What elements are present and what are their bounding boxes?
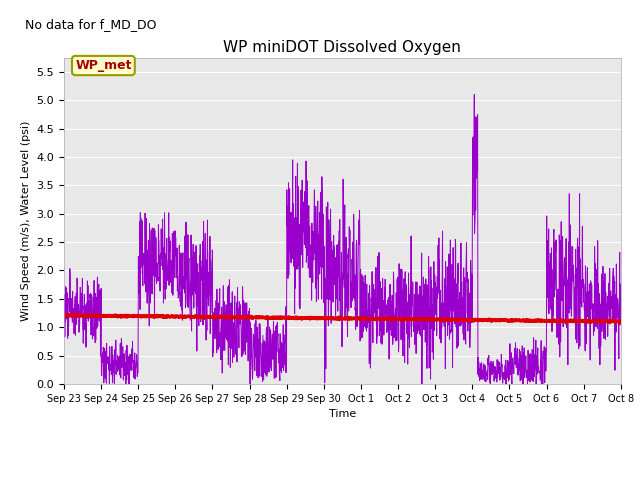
WP_ws <box>617 304 625 310</box>
f_WaterLevel <box>72 312 79 317</box>
f_WaterLevel <box>383 317 391 323</box>
f_WaterLevel <box>474 318 482 324</box>
WP_ws <box>262 330 270 336</box>
Legend: WP_ws, f_WaterLevel: WP_ws, f_WaterLevel <box>225 479 460 480</box>
WP_ws <box>475 371 483 376</box>
Line: WP_ws: WP_ws <box>64 95 621 384</box>
WP_ws <box>470 92 478 97</box>
f_WaterLevel <box>60 312 68 318</box>
f_WaterLevel <box>617 319 625 325</box>
Line: f_WaterLevel: f_WaterLevel <box>64 314 621 322</box>
Title: WP miniDOT Dissolved Oxygen: WP miniDOT Dissolved Oxygen <box>223 40 461 55</box>
f_WaterLevel <box>344 316 352 322</box>
Y-axis label: Wind Speed (m/s), Water Level (psi): Wind Speed (m/s), Water Level (psi) <box>21 120 31 321</box>
WP_ws <box>60 318 68 324</box>
Text: No data for f_MD_DO: No data for f_MD_DO <box>25 18 157 31</box>
WP_ws <box>127 368 135 373</box>
WP_ws <box>383 325 391 331</box>
WP_ws <box>344 246 352 252</box>
f_WaterLevel <box>262 314 270 320</box>
f_WaterLevel <box>142 314 150 320</box>
X-axis label: Time: Time <box>329 409 356 419</box>
WP_ws <box>106 381 113 387</box>
WP_ws <box>142 289 150 295</box>
f_WaterLevel <box>563 319 571 325</box>
f_WaterLevel <box>127 313 135 319</box>
Text: WP_met: WP_met <box>75 59 132 72</box>
